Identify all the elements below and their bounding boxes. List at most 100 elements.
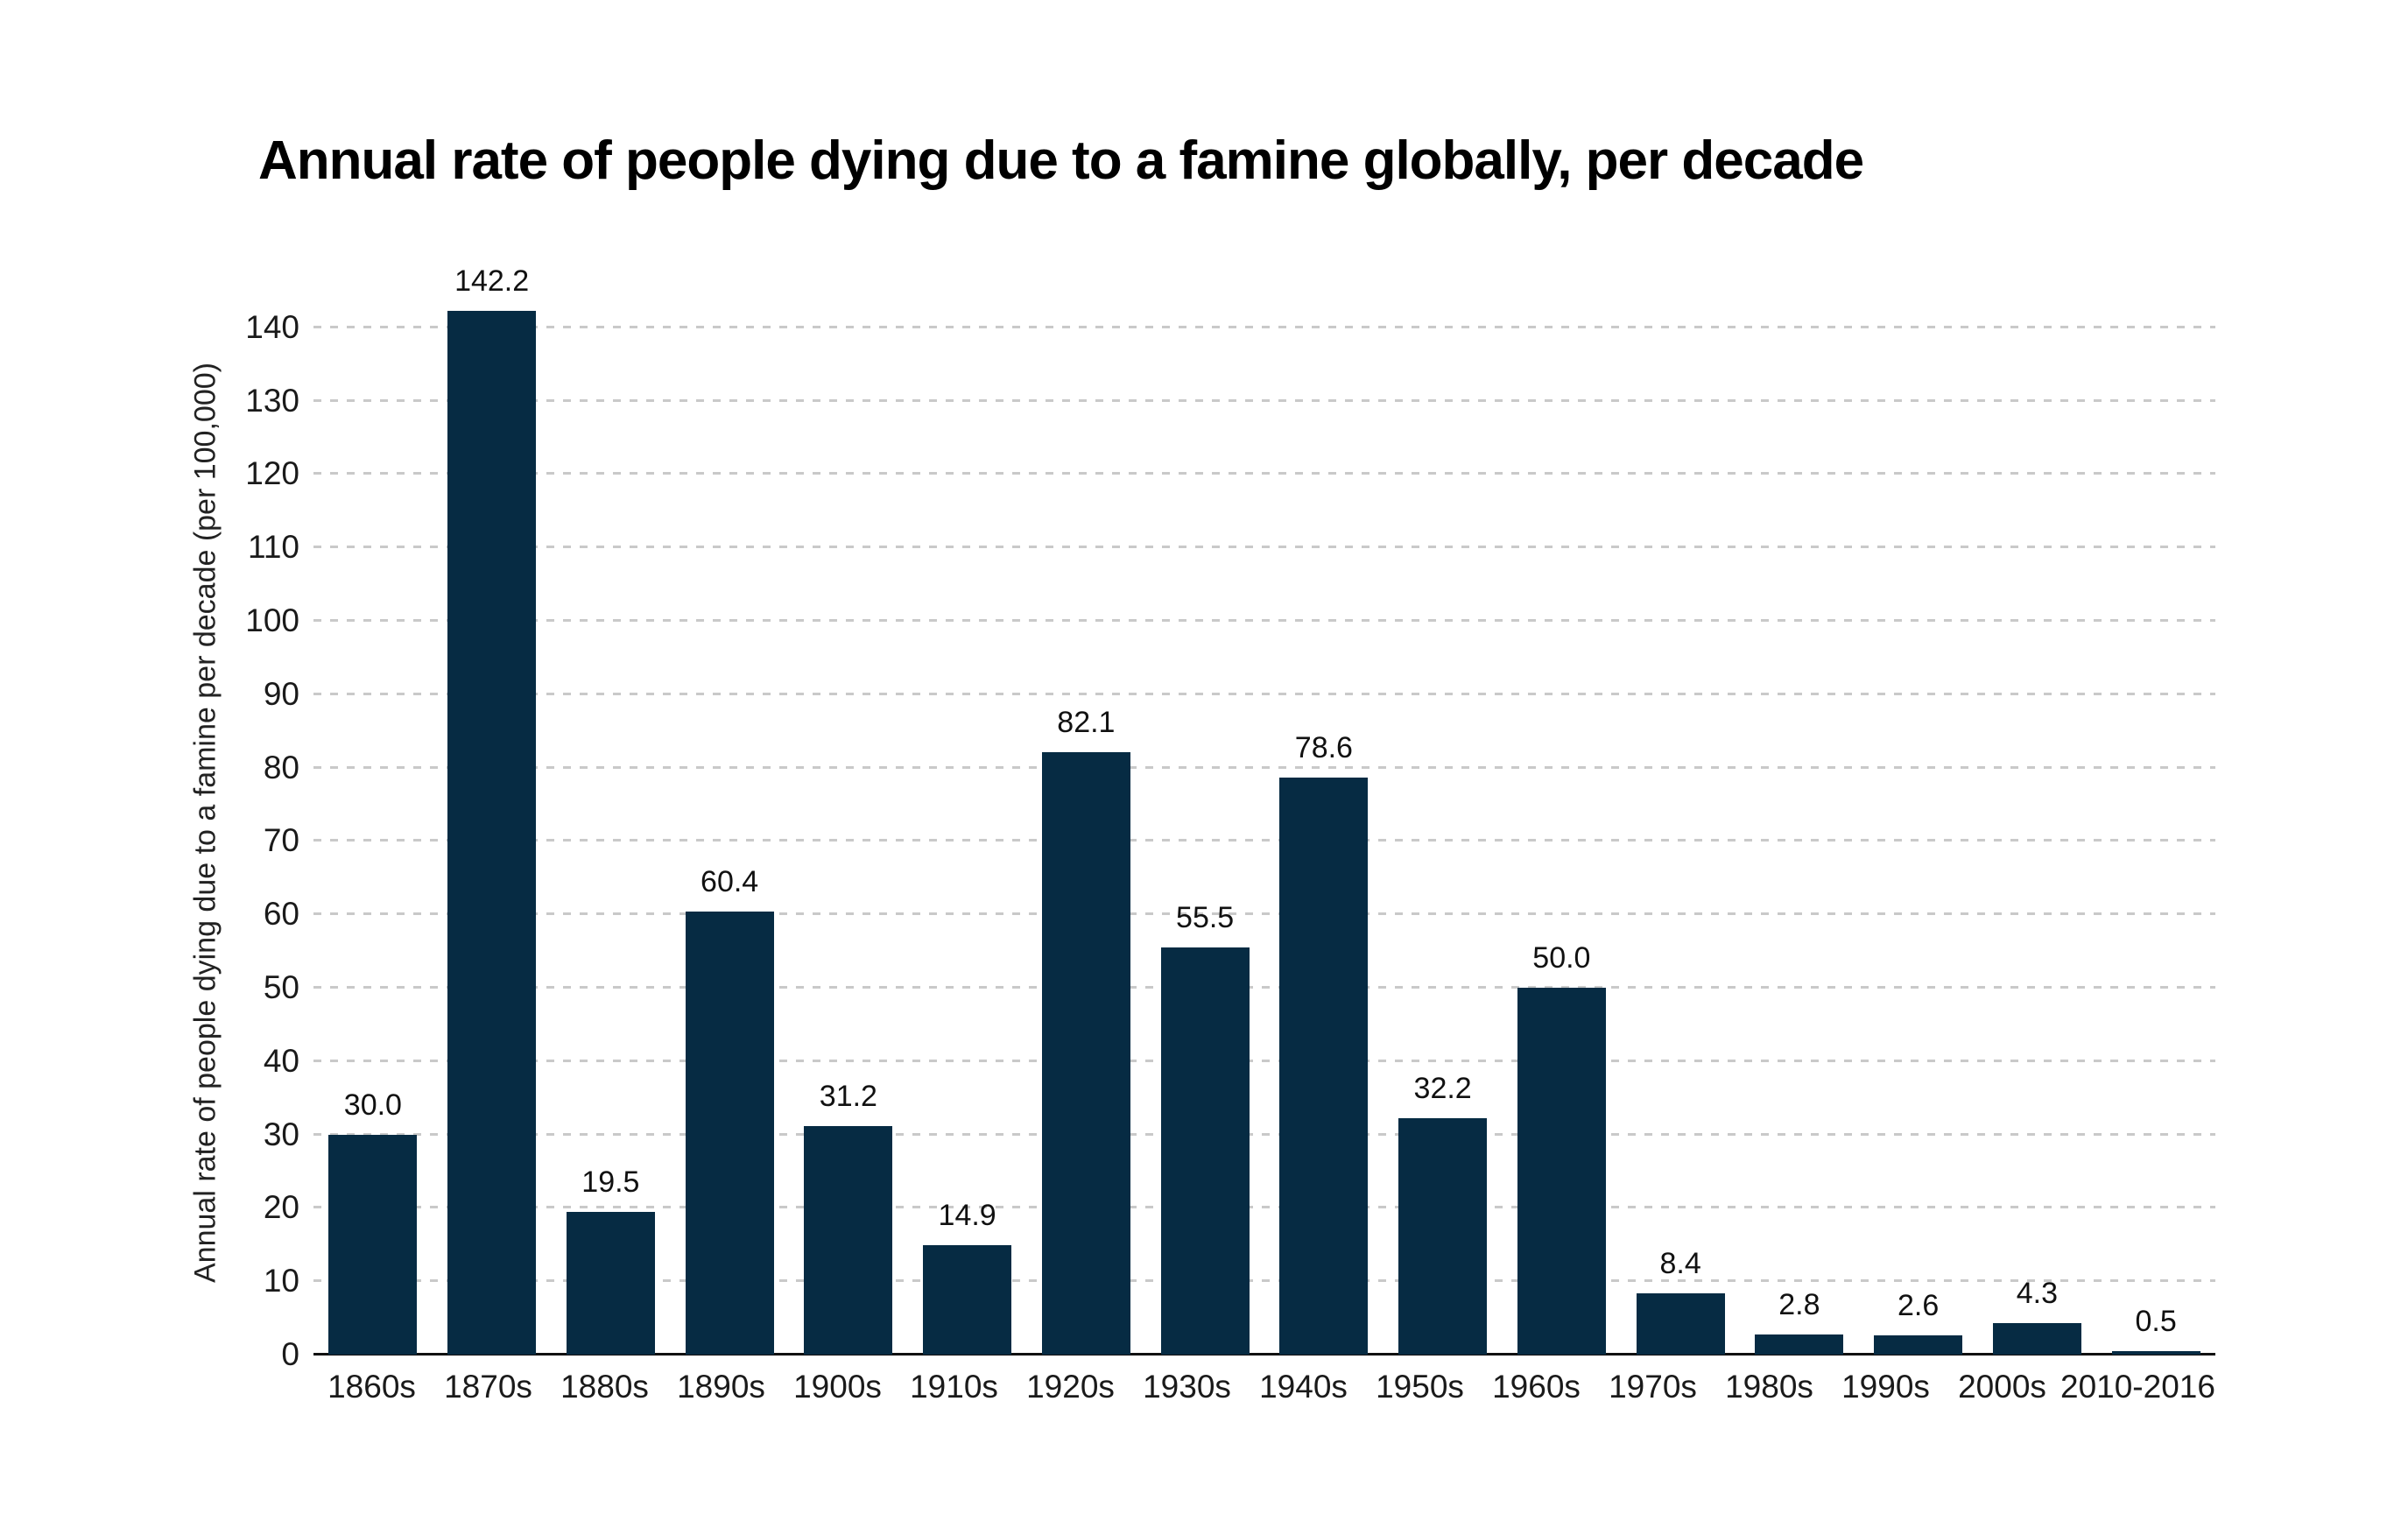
bar-slot-1930s: 55.5 bbox=[1145, 291, 1264, 1355]
bar-1940s bbox=[1279, 778, 1369, 1355]
bar-value-label-1980s: 2.8 bbox=[1778, 1287, 1820, 1321]
bar-1970s bbox=[1636, 1292, 1725, 1355]
y-axis-tick-labels: 0 10 20 30 40 50 60 70 80 90 100 110 120 130 140 bbox=[186, 291, 299, 1372]
gridline-140 bbox=[313, 325, 2215, 328]
x-tick-label-1990s: 1990s bbox=[1841, 1369, 1930, 1405]
gridline-40 bbox=[313, 1059, 2215, 1062]
gridline-90 bbox=[313, 692, 2215, 695]
bar-value-label-1940s: 78.6 bbox=[1294, 731, 1353, 765]
bar-1890s bbox=[685, 911, 774, 1355]
bar-2000s bbox=[1992, 1322, 2081, 1355]
x-tick-label-1970s: 1970s bbox=[1609, 1369, 1697, 1405]
bar-value-label-1900s: 31.2 bbox=[819, 1079, 877, 1113]
gridline-120 bbox=[313, 472, 2215, 475]
y-tick-label-0: 0 bbox=[281, 1336, 299, 1372]
gridline-50 bbox=[313, 986, 2215, 989]
bar-slot-1890s: 60.4 bbox=[670, 291, 789, 1355]
gridline-30 bbox=[313, 1132, 2215, 1136]
gridline-60 bbox=[313, 912, 2215, 916]
bar-slot-1900s: 31.2 bbox=[789, 291, 908, 1355]
y-tick-label-20: 20 bbox=[263, 1189, 299, 1226]
x-tick-label-1910s: 1910s bbox=[910, 1369, 998, 1405]
gridline-130 bbox=[313, 398, 2215, 402]
y-tick-label-100: 100 bbox=[245, 602, 299, 639]
x-tick-label-1980s: 1980s bbox=[1725, 1369, 1813, 1405]
x-tick-label-1880s: 1880s bbox=[560, 1369, 649, 1405]
x-tick-label-1960s: 1960s bbox=[1492, 1369, 1581, 1405]
x-tick-label-1890s: 1890s bbox=[677, 1369, 765, 1405]
bar-value-label-1890s: 60.4 bbox=[701, 864, 759, 898]
bar-1920s bbox=[1041, 752, 1130, 1355]
bar-value-label-1990s: 2.6 bbox=[1897, 1289, 1940, 1323]
bar-1900s bbox=[804, 1125, 893, 1355]
bar-1960s bbox=[1517, 988, 1606, 1355]
y-tick-label-140: 140 bbox=[245, 308, 299, 345]
bar-1860s bbox=[328, 1134, 418, 1355]
bar-slot-1880s: 19.5 bbox=[552, 291, 671, 1355]
x-tick-label-1940s: 1940s bbox=[1259, 1369, 1348, 1405]
gridline-10 bbox=[313, 1279, 2215, 1283]
bar-value-label-1920s: 82.1 bbox=[1057, 706, 1116, 740]
bar-value-label-1930s: 55.5 bbox=[1176, 900, 1235, 934]
bar-1870s bbox=[447, 311, 537, 1355]
y-tick-label-130: 130 bbox=[245, 382, 299, 419]
y-tick-label-10: 10 bbox=[263, 1263, 299, 1299]
bar-value-label-1950s: 32.2 bbox=[1413, 1072, 1472, 1106]
bar-value-label-2000s: 4.3 bbox=[2016, 1276, 2058, 1310]
bar-slot-1980s: 2.8 bbox=[1740, 291, 1859, 1355]
bar-1880s bbox=[566, 1211, 655, 1355]
plot-area: 0 10 20 30 40 50 60 70 80 90 100 110 120 130 140 30.0 1… bbox=[245, 264, 2215, 1405]
bar-slot-1950s: 32.2 bbox=[1384, 291, 1503, 1355]
bar-1950s bbox=[1398, 1118, 1488, 1355]
gridline-80 bbox=[313, 765, 2215, 769]
y-tick-label-60: 60 bbox=[263, 896, 299, 933]
x-tick-label-1870s: 1870s bbox=[444, 1369, 532, 1405]
bar-1910s bbox=[923, 1245, 1012, 1355]
bar-slot-1940s: 78.6 bbox=[1264, 291, 1384, 1355]
gridline-100 bbox=[313, 619, 2215, 623]
x-axis-line bbox=[313, 1353, 2215, 1356]
bar-1930s bbox=[1160, 947, 1250, 1355]
bar-slot-1860s: 30.0 bbox=[313, 291, 433, 1355]
bar-value-label-1860s: 30.0 bbox=[343, 1088, 402, 1122]
bar-value-label-1870s: 142.2 bbox=[454, 264, 530, 299]
bar-slot-1920s: 82.1 bbox=[1027, 291, 1146, 1355]
bar-value-label-1880s: 19.5 bbox=[581, 1165, 640, 1199]
bar-slot-1960s: 50.0 bbox=[1503, 291, 1622, 1355]
y-tick-label-40: 40 bbox=[263, 1042, 299, 1079]
x-tick-label-1920s: 1920s bbox=[1026, 1369, 1115, 1405]
x-tick-label-1930s: 1930s bbox=[1143, 1369, 1231, 1405]
bar-slot-1870s: 142.2 bbox=[433, 264, 552, 1355]
bar-slot-1970s: 8.4 bbox=[1621, 291, 1740, 1355]
bar-slot-2010-2016: 0.5 bbox=[2096, 291, 2215, 1355]
y-tick-label-50: 50 bbox=[263, 969, 299, 1006]
bar-2010-2016 bbox=[2111, 1350, 2200, 1355]
bar-1980s bbox=[1755, 1334, 1844, 1355]
y-tick-label-120: 120 bbox=[245, 455, 299, 492]
chart-title: Annual rate of people dying due to a fam… bbox=[258, 130, 1864, 191]
gridline-20 bbox=[313, 1206, 2215, 1209]
x-tick-label-1900s: 1900s bbox=[793, 1369, 882, 1405]
gridline-70 bbox=[313, 839, 2215, 842]
bar-value-label-1970s: 8.4 bbox=[1659, 1246, 1701, 1280]
bar-value-label-1910s: 14.9 bbox=[938, 1199, 996, 1233]
bar-value-label-2010-2016: 0.5 bbox=[2135, 1304, 2177, 1338]
x-tick-label-1860s: 1860s bbox=[327, 1369, 416, 1405]
bar-slot-1990s: 2.6 bbox=[1859, 291, 1978, 1355]
bar-1990s bbox=[1874, 1335, 1963, 1355]
y-tick-label-80: 80 bbox=[263, 749, 299, 785]
y-tick-label-30: 30 bbox=[263, 1116, 299, 1152]
x-tick-label-2000s: 2000s bbox=[1958, 1369, 2046, 1405]
y-tick-label-70: 70 bbox=[263, 822, 299, 859]
bar-value-label-1960s: 50.0 bbox=[1532, 941, 1591, 975]
gridline-110 bbox=[313, 546, 2215, 549]
x-tick-label-1950s: 1950s bbox=[1376, 1369, 1464, 1405]
bar-slot-2000s: 4.3 bbox=[1978, 291, 2097, 1355]
y-tick-label-110: 110 bbox=[248, 529, 299, 566]
bars-container: 30.0 142.2 19.5 60.4 31.2 14.9 82.1 55.5 78.6 32.… bbox=[313, 264, 2215, 1355]
y-tick-label-90: 90 bbox=[263, 675, 299, 712]
bar-slot-1910s: 14.9 bbox=[908, 291, 1027, 1355]
x-tick-label-2010-2016: 2010-2016 bbox=[2060, 1369, 2215, 1405]
x-axis-tick-labels: 1860s 1870s 1880s 1890s 1900s 1910s 1920s 1930s… bbox=[313, 1369, 2215, 1405]
